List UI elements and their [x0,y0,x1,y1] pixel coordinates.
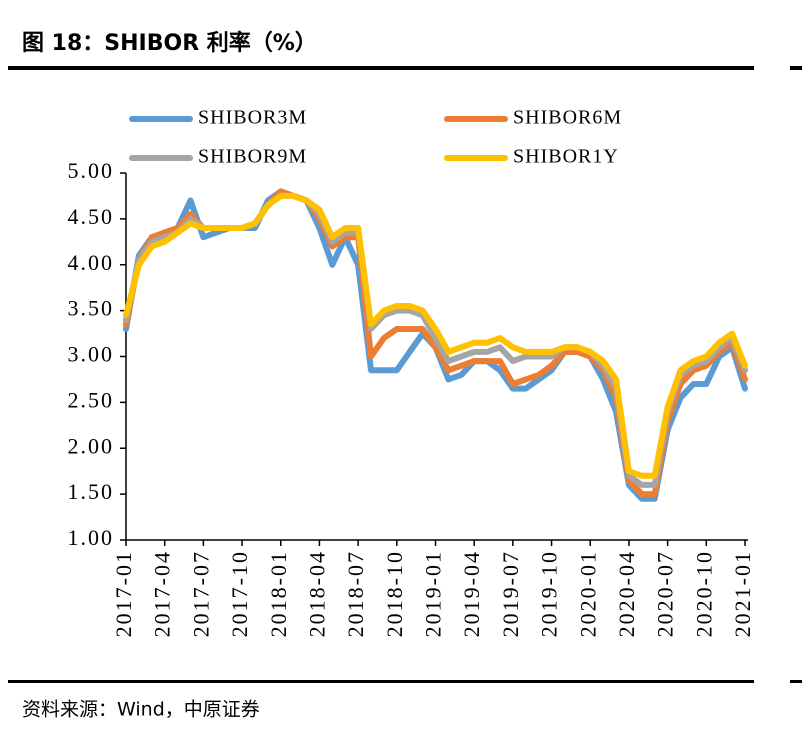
x-tick-label: 2019-04 [459,550,484,637]
x-tick-label: 2020-01 [575,550,600,637]
y-tick-label: 5.00 [68,158,115,183]
bottom-rule-end [790,680,802,683]
x-tick-label: 2019-07 [498,550,523,637]
legend-label: SHIBOR6M [513,107,622,129]
legend-label: SHIBOR3M [198,107,307,129]
x-tick-label: 2021-01 [730,550,755,637]
x-tick-label: 2019-01 [421,550,446,637]
y-tick-label: 4.50 [68,204,115,229]
top-rule-end [790,66,802,70]
y-tick-label: 1.00 [68,525,115,550]
legend-label: SHIBOR1Y [513,146,619,168]
x-tick-label: 2018-10 [382,550,407,637]
x-tick-label: 2017-07 [188,550,213,637]
x-tick-label: 2017-01 [111,550,136,637]
y-tick-label: 1.50 [68,479,115,504]
source-note: 资料来源：Wind，中原证券 [22,699,260,721]
x-tick-label: 2020-07 [653,550,678,637]
top-rule [8,66,754,70]
y-tick-label: 2.50 [68,387,115,412]
series-line [123,192,748,479]
chart-title: 图 18：SHIBOR 利率（%） [22,30,317,56]
x-tick-label: 2018-01 [266,550,291,637]
x-tick-label: 2020-04 [614,550,639,637]
legend-label: SHIBOR9M [198,146,307,168]
x-tick-label: 2019-10 [537,550,562,637]
y-tick-label: 3.50 [68,296,115,321]
y-tick-label: 2.00 [68,433,115,458]
y-tick-label: 4.00 [68,250,115,275]
x-tick-label: 2017-10 [227,550,252,637]
x-tick-label: 2018-07 [343,550,368,637]
x-tick-label: 2018-04 [304,550,329,637]
x-tick-label: 2017-04 [150,550,175,637]
series-line [123,192,748,488]
y-tick-label: 3.00 [68,342,115,367]
bottom-rule [8,680,754,683]
x-tick-label: 2020-10 [691,550,716,637]
